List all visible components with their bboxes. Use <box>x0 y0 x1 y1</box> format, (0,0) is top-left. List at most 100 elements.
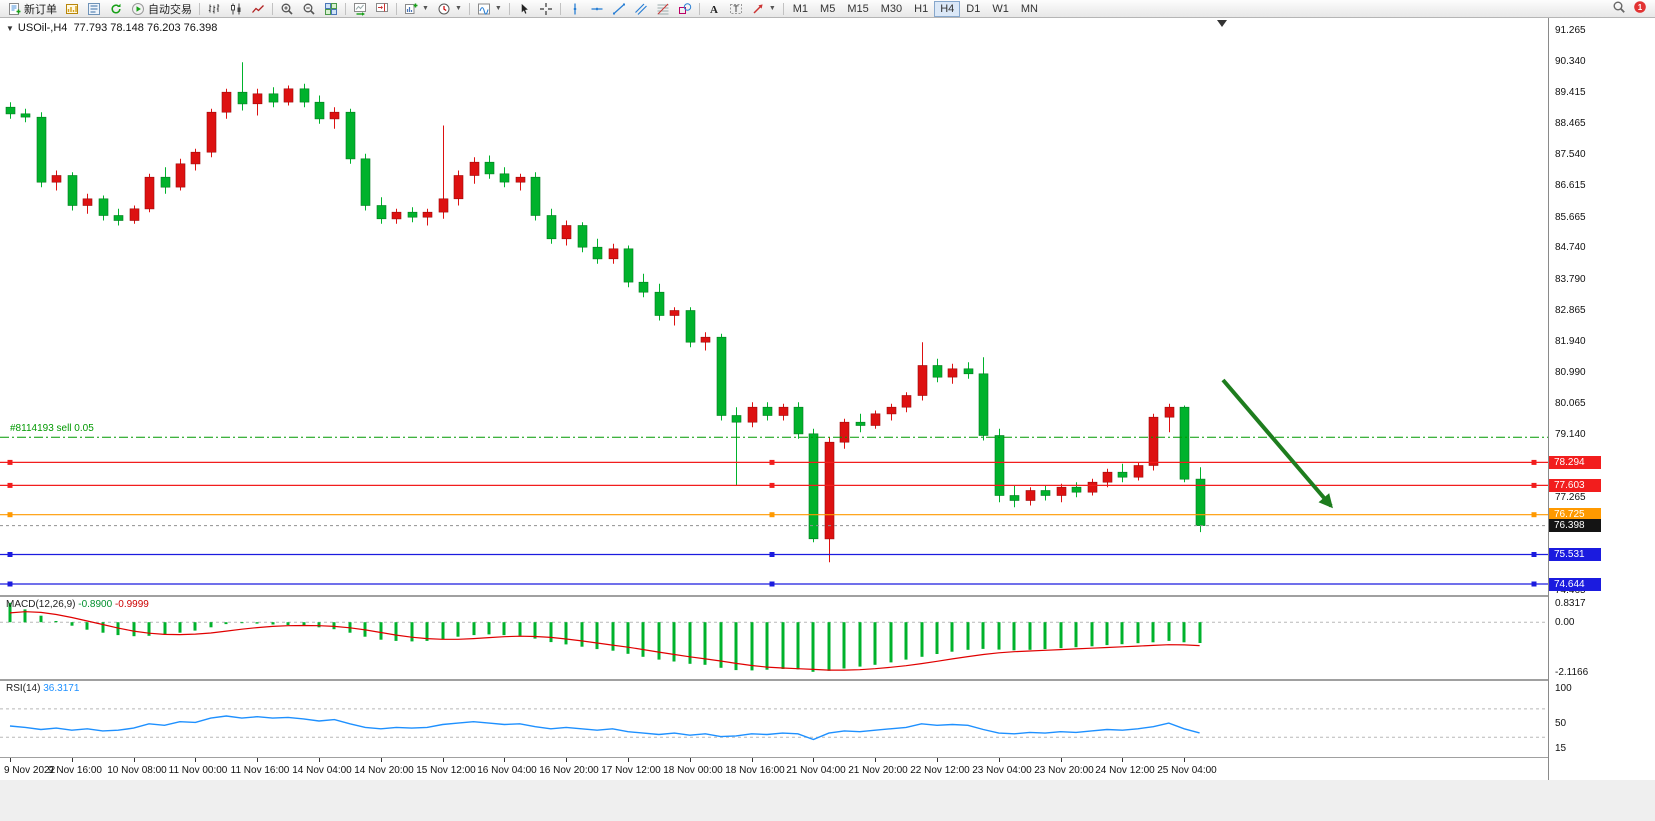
periods-button[interactable]: ▼ <box>433 0 466 17</box>
time-tick <box>257 758 258 762</box>
line-handle[interactable] <box>1531 552 1537 557</box>
chevron-down-icon: ▼ <box>454 5 462 12</box>
timeframe-d1-button[interactable]: D1 <box>966 2 981 15</box>
candle <box>530 172 541 221</box>
candle <box>886 403 897 421</box>
line-handle[interactable] <box>769 459 775 465</box>
time-axis-label: 14 Nov 04:00 <box>292 765 352 776</box>
market-watch-button[interactable] <box>83 0 105 17</box>
horizontal-line-button[interactable] <box>586 0 608 17</box>
text-button[interactable]: A <box>703 0 725 17</box>
tile-windows-button[interactable] <box>320 0 342 17</box>
candle <box>978 357 989 441</box>
timeframe-m5-button[interactable]: M5 <box>820 2 836 15</box>
fibonacci-button[interactable] <box>652 0 674 17</box>
arrows-button[interactable]: ▼ <box>747 0 780 17</box>
panel-splitter[interactable] <box>0 595 1655 597</box>
time-axis[interactable]: 9 Nov 2022 9 Nov 16:00 10 Nov 08:00 11 Nov … <box>0 758 1548 780</box>
line-handle[interactable] <box>7 459 13 465</box>
candle <box>515 173 526 191</box>
chart-shift-button[interactable] <box>371 0 393 17</box>
timeframe-h1-button[interactable]: H1 <box>914 2 929 15</box>
timeframe-m1-button[interactable]: M1 <box>792 2 809 15</box>
bars-chart-icon <box>208 3 220 13</box>
notification-icon[interactable]: 1 <box>1633 0 1647 17</box>
toolbar-separator <box>396 2 397 15</box>
line-handle[interactable] <box>7 552 13 557</box>
svg-text:1: 1 <box>1638 3 1643 12</box>
line-chart-icon <box>252 4 264 13</box>
horizontal-line-object[interactable] <box>0 482 1548 488</box>
line-handle[interactable] <box>7 512 13 518</box>
macd-label: MACD(12,26,9) -0.8900 -0.9999 <box>6 599 149 610</box>
horizontal-line-object[interactable] <box>0 459 1548 465</box>
macd-main-value: -0.8900 <box>78 599 113 610</box>
autotrading-button[interactable]: 自动交易 <box>127 0 196 17</box>
line-handle[interactable] <box>7 482 13 488</box>
position-line-label: #8114193 sell 0.05 <box>10 423 94 434</box>
candle <box>144 173 155 213</box>
time-tick <box>443 758 444 762</box>
auto-scroll-button[interactable] <box>349 0 371 17</box>
chart-shift-marker[interactable] <box>1217 20 1227 27</box>
candle <box>190 148 201 171</box>
time-axis-label: 16 Nov 04:00 <box>477 765 537 776</box>
equidistant-channel-button[interactable] <box>630 0 652 17</box>
horizontal-line-object[interactable] <box>0 512 1548 518</box>
line-handle[interactable] <box>1531 512 1537 518</box>
crosshair-button[interactable] <box>535 0 557 17</box>
trend-arrow-annotation[interactable] <box>1221 378 1333 509</box>
shapes-button[interactable] <box>674 0 696 17</box>
price-axis-label: 82.865 <box>1555 304 1586 316</box>
search-icon[interactable] <box>1612 0 1626 17</box>
new-chart-button[interactable]: ▼ <box>400 0 433 17</box>
time-tick <box>319 758 320 762</box>
notification-icon: 1 <box>1634 1 1646 13</box>
cursor-button[interactable] <box>513 0 535 17</box>
candle <box>747 402 758 428</box>
zoom-in-button[interactable] <box>276 0 298 17</box>
price-axis[interactable]: 91.265 90.340 89.415 88.465 87.540 86.615 85.6… <box>1548 18 1655 780</box>
templates-button[interactable]: ▼ <box>473 0 506 17</box>
timeframe-h4-button[interactable]: H4 <box>934 0 961 17</box>
line-handle[interactable] <box>769 581 775 587</box>
line-handle[interactable] <box>7 581 13 587</box>
candle <box>345 108 356 164</box>
text-label-button[interactable]: T <box>725 0 747 17</box>
zoom-out-button[interactable] <box>298 0 320 17</box>
line-handle[interactable] <box>769 482 775 488</box>
candle <box>561 220 572 246</box>
line-handle[interactable] <box>1531 581 1537 587</box>
trendline-button[interactable] <box>608 0 630 17</box>
price-axis-label: 79.140 <box>1555 429 1586 441</box>
line-handle[interactable] <box>769 512 775 518</box>
refresh-button[interactable] <box>105 0 127 17</box>
timeframe-w1-button[interactable]: W1 <box>992 2 1009 15</box>
horizontal-line-object[interactable] <box>0 552 1548 557</box>
time-tick <box>628 758 629 762</box>
horizontal-line-object[interactable] <box>0 581 1548 587</box>
line-handle[interactable] <box>769 552 775 557</box>
time-axis-label: 15 Nov 12:00 <box>416 765 476 776</box>
timeframe-m15-button[interactable]: M15 <box>847 2 869 15</box>
line-handle[interactable] <box>1531 482 1537 488</box>
timeframe-m30-button[interactable]: M30 <box>880 2 903 15</box>
collapse-arrow-icon[interactable]: ▼ <box>6 24 14 33</box>
candlestick-chart <box>0 20 1548 587</box>
candlestick-chart-button[interactable] <box>225 0 247 17</box>
line-handle[interactable] <box>1531 459 1537 465</box>
panel-splitter[interactable] <box>0 679 1655 681</box>
toolbar-separator <box>559 2 561 15</box>
toolbar-separator <box>698 2 700 15</box>
time-axis-label: 9 Nov 16:00 <box>48 765 102 776</box>
bar-chart-button[interactable] <box>203 0 225 17</box>
line-chart-button[interactable] <box>247 0 269 17</box>
new-order-button-label: 新订单 <box>24 3 57 16</box>
candle <box>391 208 402 224</box>
vertical-line-button[interactable] <box>564 0 586 17</box>
candle <box>252 88 263 116</box>
timeframe-mn-button[interactable]: MN <box>1020 2 1038 15</box>
new-order-button[interactable]: 新订单 <box>3 0 61 17</box>
refresh-green-icon <box>111 3 121 13</box>
charts-button[interactable] <box>61 0 83 17</box>
